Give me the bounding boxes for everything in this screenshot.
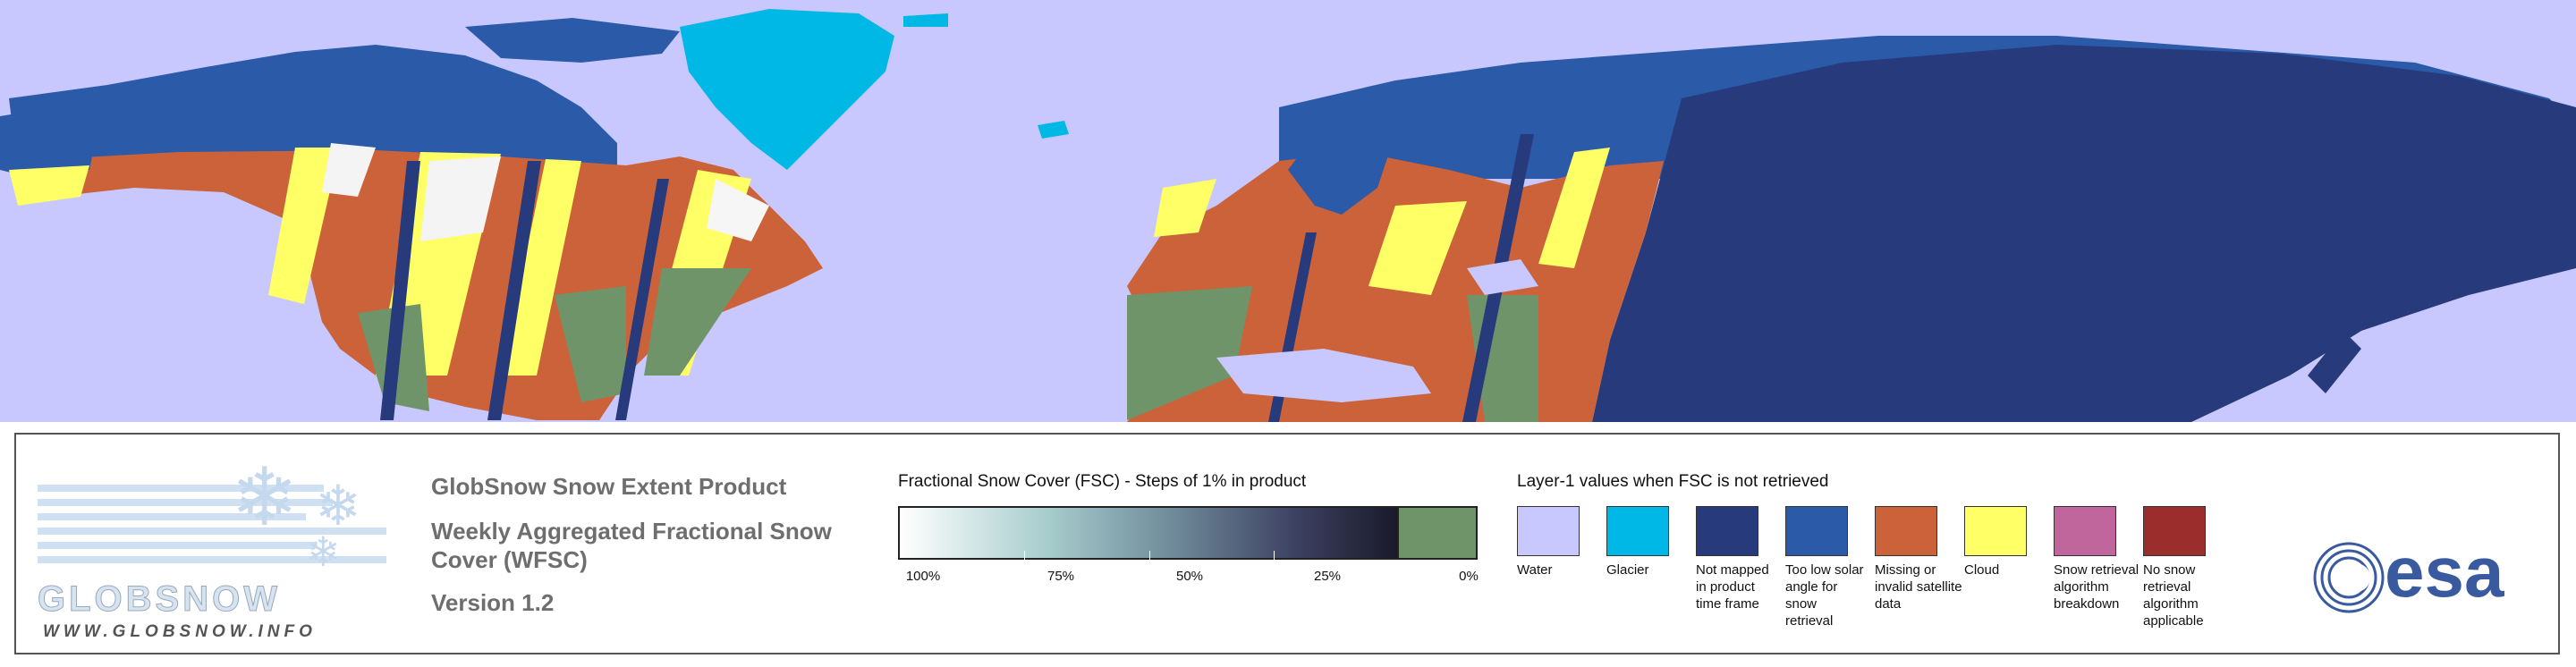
legend-label-no-retrieval: No snow retrieval algorithm applicable (2143, 562, 2204, 629)
product-version: Version 1.2 (431, 589, 555, 616)
product-name: GlobSnow Snow Extent Product (431, 473, 787, 500)
legend-label-breakdown: Snow retrieval algorithm breakdown (2054, 562, 2140, 612)
fsc-tick-label: 100% (905, 569, 941, 584)
esa-logo: esa (2306, 536, 2547, 613)
legend-label-low-sun: Too low solar angle for snow retrieval (1785, 562, 1864, 629)
globsnow-url: WWW.GLOBSNOW.INFO (43, 622, 317, 641)
fsc-tick-label: 75% (1046, 569, 1075, 584)
legend-label-glacier: Glacier (1606, 562, 1649, 578)
globsnow-brand: GLOBSNOW (38, 579, 281, 620)
legend-swatch-breakdown (2054, 506, 2116, 556)
legend-label-missing: Missing or invalid satellite data (1875, 562, 1962, 612)
greenland-glacier (680, 9, 894, 170)
legend-swatch-low-sun (1785, 506, 1848, 556)
fsc-zero-swatch (1399, 506, 1478, 560)
layer1-legend-title: Layer-1 values when FSC is not retrieved (1517, 472, 1829, 491)
snowflake-icon: ❄ (231, 453, 299, 543)
legend-swatch-cloud (1964, 506, 2027, 556)
eurasia (1127, 36, 2576, 422)
fsc-gradient-bar (898, 506, 1399, 560)
fsc-tick-label: 50% (1175, 569, 1204, 584)
legend-panel: ❄ ❄ ❄ GLOBSNOW WWW.GLOBSNOW.INFO GlobSno… (14, 433, 2560, 654)
legend-swatch-water (1517, 506, 1580, 556)
esa-wordmark: esa (2385, 532, 2504, 612)
legend-swatch-missing (1875, 506, 1937, 556)
legend-label-water: Water (1517, 562, 1553, 578)
legend-label-cloud: Cloud (1964, 562, 2000, 578)
snow-cover-map (0, 0, 2576, 422)
fsc-tick (1024, 551, 1025, 560)
legend-swatch-not-mapped (1696, 506, 1758, 556)
north-america (0, 45, 823, 420)
arctic-archipelago (465, 18, 680, 63)
fsc-tick-label: 0% (1459, 569, 1479, 584)
fsc-tick (1149, 551, 1150, 560)
snowflake-small-icon: ❄ (315, 476, 361, 537)
globsnow-logo: ❄ ❄ ❄ GLOBSNOW WWW.GLOBSNOW.INFO (38, 452, 395, 641)
fsc-tick (1274, 551, 1275, 560)
legend-swatch-no-retrieval (2143, 506, 2206, 556)
fsc-tick-label: 25% (1313, 569, 1342, 584)
product-subtitle: Weekly Aggregated Fractional Snow Cover … (431, 518, 832, 573)
legend-label-not-mapped: Not mapped in product time frame (1696, 562, 1769, 612)
esa-swirl-icon (2313, 542, 2385, 613)
fsc-legend-title: Fractional Snow Cover (FSC) - Steps of 1… (898, 472, 1307, 491)
snowflake-bottom-icon: ❄ (306, 528, 341, 575)
legend-swatch-glacier (1606, 506, 1669, 556)
